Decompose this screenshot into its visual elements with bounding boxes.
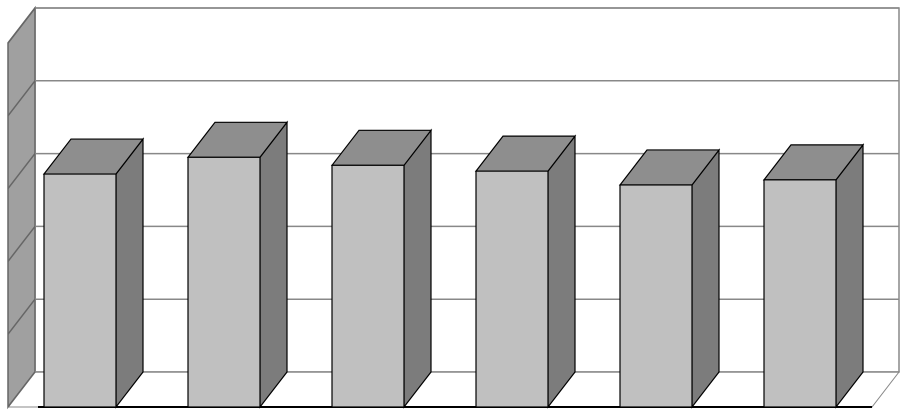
bar-side: [691, 148, 720, 409]
bar-side: [547, 134, 576, 409]
grid-line: [7, 153, 36, 190]
grid-line: [7, 298, 36, 335]
grid-line: [7, 225, 36, 262]
bar: [763, 179, 837, 408]
bar: [475, 170, 549, 408]
bar: [619, 184, 693, 408]
bar-side: [835, 143, 864, 409]
side-wall: [7, 5, 36, 410]
bar-side: [115, 137, 144, 409]
grid-line: [7, 371, 36, 408]
bar: [331, 164, 405, 408]
grid-line: [7, 80, 36, 117]
bar-side: [403, 128, 432, 409]
grid-line: [7, 7, 36, 44]
bar-side: [259, 120, 288, 409]
bar: [187, 156, 261, 408]
bar: [43, 173, 117, 408]
